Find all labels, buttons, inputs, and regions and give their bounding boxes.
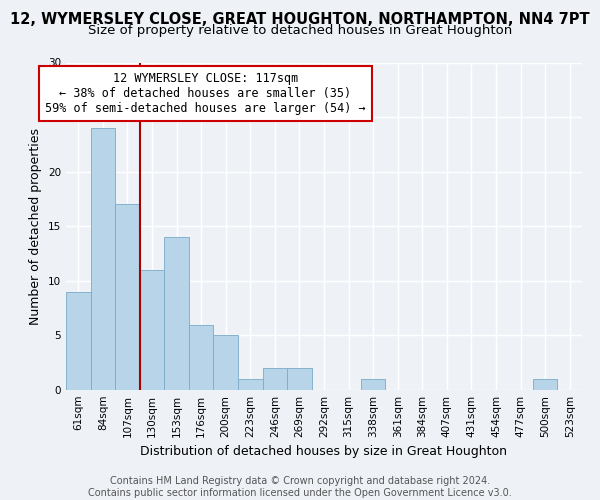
Bar [287, 368, 312, 390]
Bar [115, 204, 140, 390]
Bar [263, 368, 287, 390]
Bar [214, 336, 238, 390]
Y-axis label: Number of detached properties: Number of detached properties [29, 128, 43, 325]
Bar [533, 379, 557, 390]
Bar [164, 237, 189, 390]
Bar [189, 324, 214, 390]
Text: 12, WYMERSLEY CLOSE, GREAT HOUGHTON, NORTHAMPTON, NN4 7PT: 12, WYMERSLEY CLOSE, GREAT HOUGHTON, NOR… [10, 12, 590, 28]
Text: Contains HM Land Registry data © Crown copyright and database right 2024.
Contai: Contains HM Land Registry data © Crown c… [88, 476, 512, 498]
Bar [91, 128, 115, 390]
Text: 12 WYMERSLEY CLOSE: 117sqm
← 38% of detached houses are smaller (35)
59% of semi: 12 WYMERSLEY CLOSE: 117sqm ← 38% of deta… [45, 72, 365, 116]
Text: Size of property relative to detached houses in Great Houghton: Size of property relative to detached ho… [88, 24, 512, 37]
Bar [361, 379, 385, 390]
Bar [238, 379, 263, 390]
Bar [66, 292, 91, 390]
X-axis label: Distribution of detached houses by size in Great Houghton: Distribution of detached houses by size … [140, 446, 508, 458]
Bar [140, 270, 164, 390]
